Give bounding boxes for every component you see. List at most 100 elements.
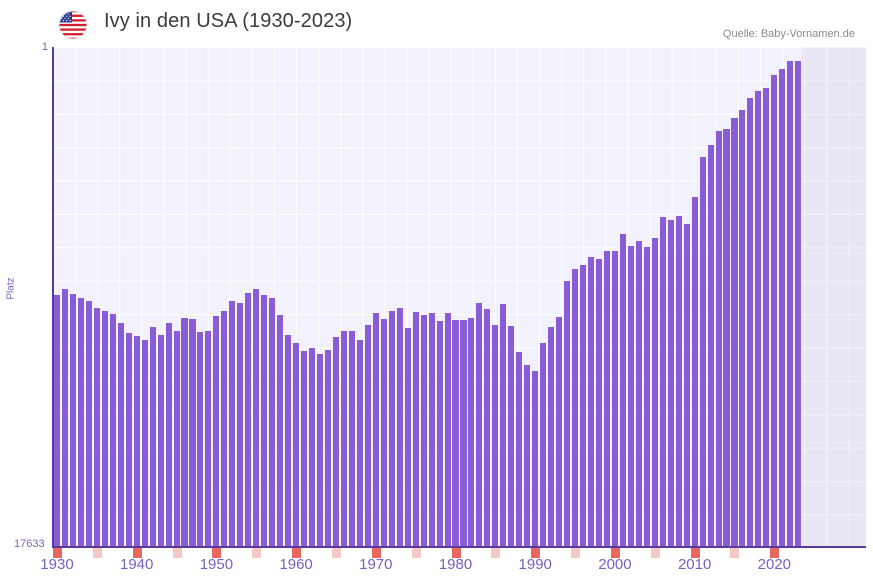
bar-1945[interactable] [173, 331, 180, 547]
bar-1989[interactable] [524, 365, 531, 547]
bar-1996[interactable] [580, 265, 587, 547]
bar-1938[interactable] [117, 323, 124, 547]
bar-1982[interactable] [468, 318, 475, 547]
bar-1973[interactable] [396, 308, 403, 547]
bar-2004[interactable] [643, 247, 650, 547]
x-tick-label-2010: 2010 [677, 556, 712, 573]
bar-1986[interactable] [500, 304, 507, 547]
bar-2006[interactable] [659, 217, 666, 547]
bar-1975[interactable] [412, 312, 419, 547]
bar-1941[interactable] [141, 340, 148, 547]
x-tick-mark-minor-1975 [411, 548, 421, 558]
bar-1957[interactable] [269, 298, 276, 547]
bar-1934[interactable] [85, 301, 92, 547]
bar-1964[interactable] [324, 350, 331, 547]
bar-1932[interactable] [69, 294, 76, 547]
bar-2008[interactable] [675, 216, 682, 547]
x-tick-mark-1990 [531, 548, 541, 558]
bar-1946[interactable] [181, 318, 188, 547]
bar-1940[interactable] [133, 336, 140, 547]
bar-1968[interactable] [356, 340, 363, 547]
bar-1951[interactable] [221, 311, 228, 547]
bar-2003[interactable] [635, 241, 642, 547]
bar-1963[interactable] [316, 354, 324, 547]
chart-header: Ivy in den USA (1930-2023) Quelle: Baby-… [0, 0, 873, 47]
bar-2023[interactable] [795, 61, 802, 547]
bar-1931[interactable] [61, 289, 68, 547]
bar-1958[interactable] [277, 315, 284, 547]
bar-2020[interactable] [771, 75, 778, 547]
bar-1935[interactable] [93, 308, 100, 547]
bar-1952[interactable] [229, 301, 236, 547]
bar-1990[interactable] [532, 371, 539, 547]
bar-1999[interactable] [603, 251, 610, 547]
bar-1930[interactable] [53, 295, 60, 547]
bar-1969[interactable] [364, 325, 371, 547]
bar-1988[interactable] [516, 352, 523, 547]
bar-2018[interactable] [755, 91, 762, 547]
bar-2005[interactable] [651, 238, 658, 547]
bar-1992[interactable] [548, 327, 555, 547]
bar-1962[interactable] [309, 348, 316, 547]
x-tick-mark-1980 [451, 548, 461, 558]
bar-2014[interactable] [723, 129, 730, 547]
bar-1997[interactable] [587, 257, 595, 547]
bar-1936[interactable] [101, 311, 108, 547]
bar-1949[interactable] [205, 331, 212, 547]
bar-1981[interactable] [460, 320, 467, 547]
bar-2019[interactable] [763, 88, 770, 547]
bar-2002[interactable] [627, 246, 634, 547]
bar-1944[interactable] [165, 323, 172, 547]
bar-1950[interactable] [213, 316, 220, 547]
bar-1967[interactable] [348, 331, 355, 547]
bar-2022[interactable] [787, 61, 794, 547]
bar-1985[interactable] [492, 325, 499, 547]
bar-1970[interactable] [372, 313, 379, 547]
bar-2015[interactable] [731, 118, 738, 547]
bar-1942[interactable] [149, 327, 156, 547]
bar-1987[interactable] [508, 326, 515, 547]
bar-1933[interactable] [77, 298, 84, 547]
bar-2016[interactable] [739, 110, 746, 547]
bar-2009[interactable] [683, 224, 690, 547]
bar-1959[interactable] [285, 335, 292, 547]
bar-2017[interactable] [747, 98, 754, 547]
bar-1971[interactable] [380, 319, 387, 547]
bar-1955[interactable] [253, 289, 260, 547]
bar-2010[interactable] [691, 197, 698, 547]
bar-1980[interactable] [452, 320, 459, 547]
bar-2012[interactable] [707, 145, 714, 547]
bar-2007[interactable] [667, 220, 674, 547]
bar-1979[interactable] [444, 313, 451, 547]
bar-2001[interactable] [619, 234, 626, 547]
bar-1939[interactable] [125, 333, 132, 547]
bar-1974[interactable] [404, 328, 411, 547]
bar-2021[interactable] [779, 69, 786, 547]
bar-1972[interactable] [388, 311, 395, 547]
bar-1995[interactable] [572, 269, 579, 547]
bar-2011[interactable] [699, 157, 706, 547]
bar-1998[interactable] [595, 259, 602, 547]
y-axis-top-label: 1 [41, 41, 48, 53]
bar-1976[interactable] [420, 315, 427, 547]
bar-2000[interactable] [611, 251, 618, 547]
bar-1961[interactable] [301, 351, 308, 547]
bar-1943[interactable] [157, 335, 164, 547]
bar-1977[interactable] [428, 313, 435, 547]
bar-1991[interactable] [540, 343, 547, 547]
bar-2013[interactable] [715, 131, 722, 547]
bar-1978[interactable] [436, 321, 443, 547]
bar-1953[interactable] [237, 303, 244, 547]
bar-1994[interactable] [564, 281, 571, 547]
bar-1948[interactable] [197, 332, 204, 547]
bar-1947[interactable] [189, 319, 196, 547]
bar-1960[interactable] [293, 343, 300, 547]
bar-1984[interactable] [484, 309, 491, 547]
bar-1956[interactable] [261, 295, 268, 547]
bar-1993[interactable] [556, 317, 563, 547]
bar-1983[interactable] [476, 303, 483, 547]
bar-1954[interactable] [245, 293, 252, 547]
bar-1966[interactable] [340, 331, 347, 547]
bar-1937[interactable] [109, 314, 116, 547]
bar-1965[interactable] [332, 337, 339, 547]
